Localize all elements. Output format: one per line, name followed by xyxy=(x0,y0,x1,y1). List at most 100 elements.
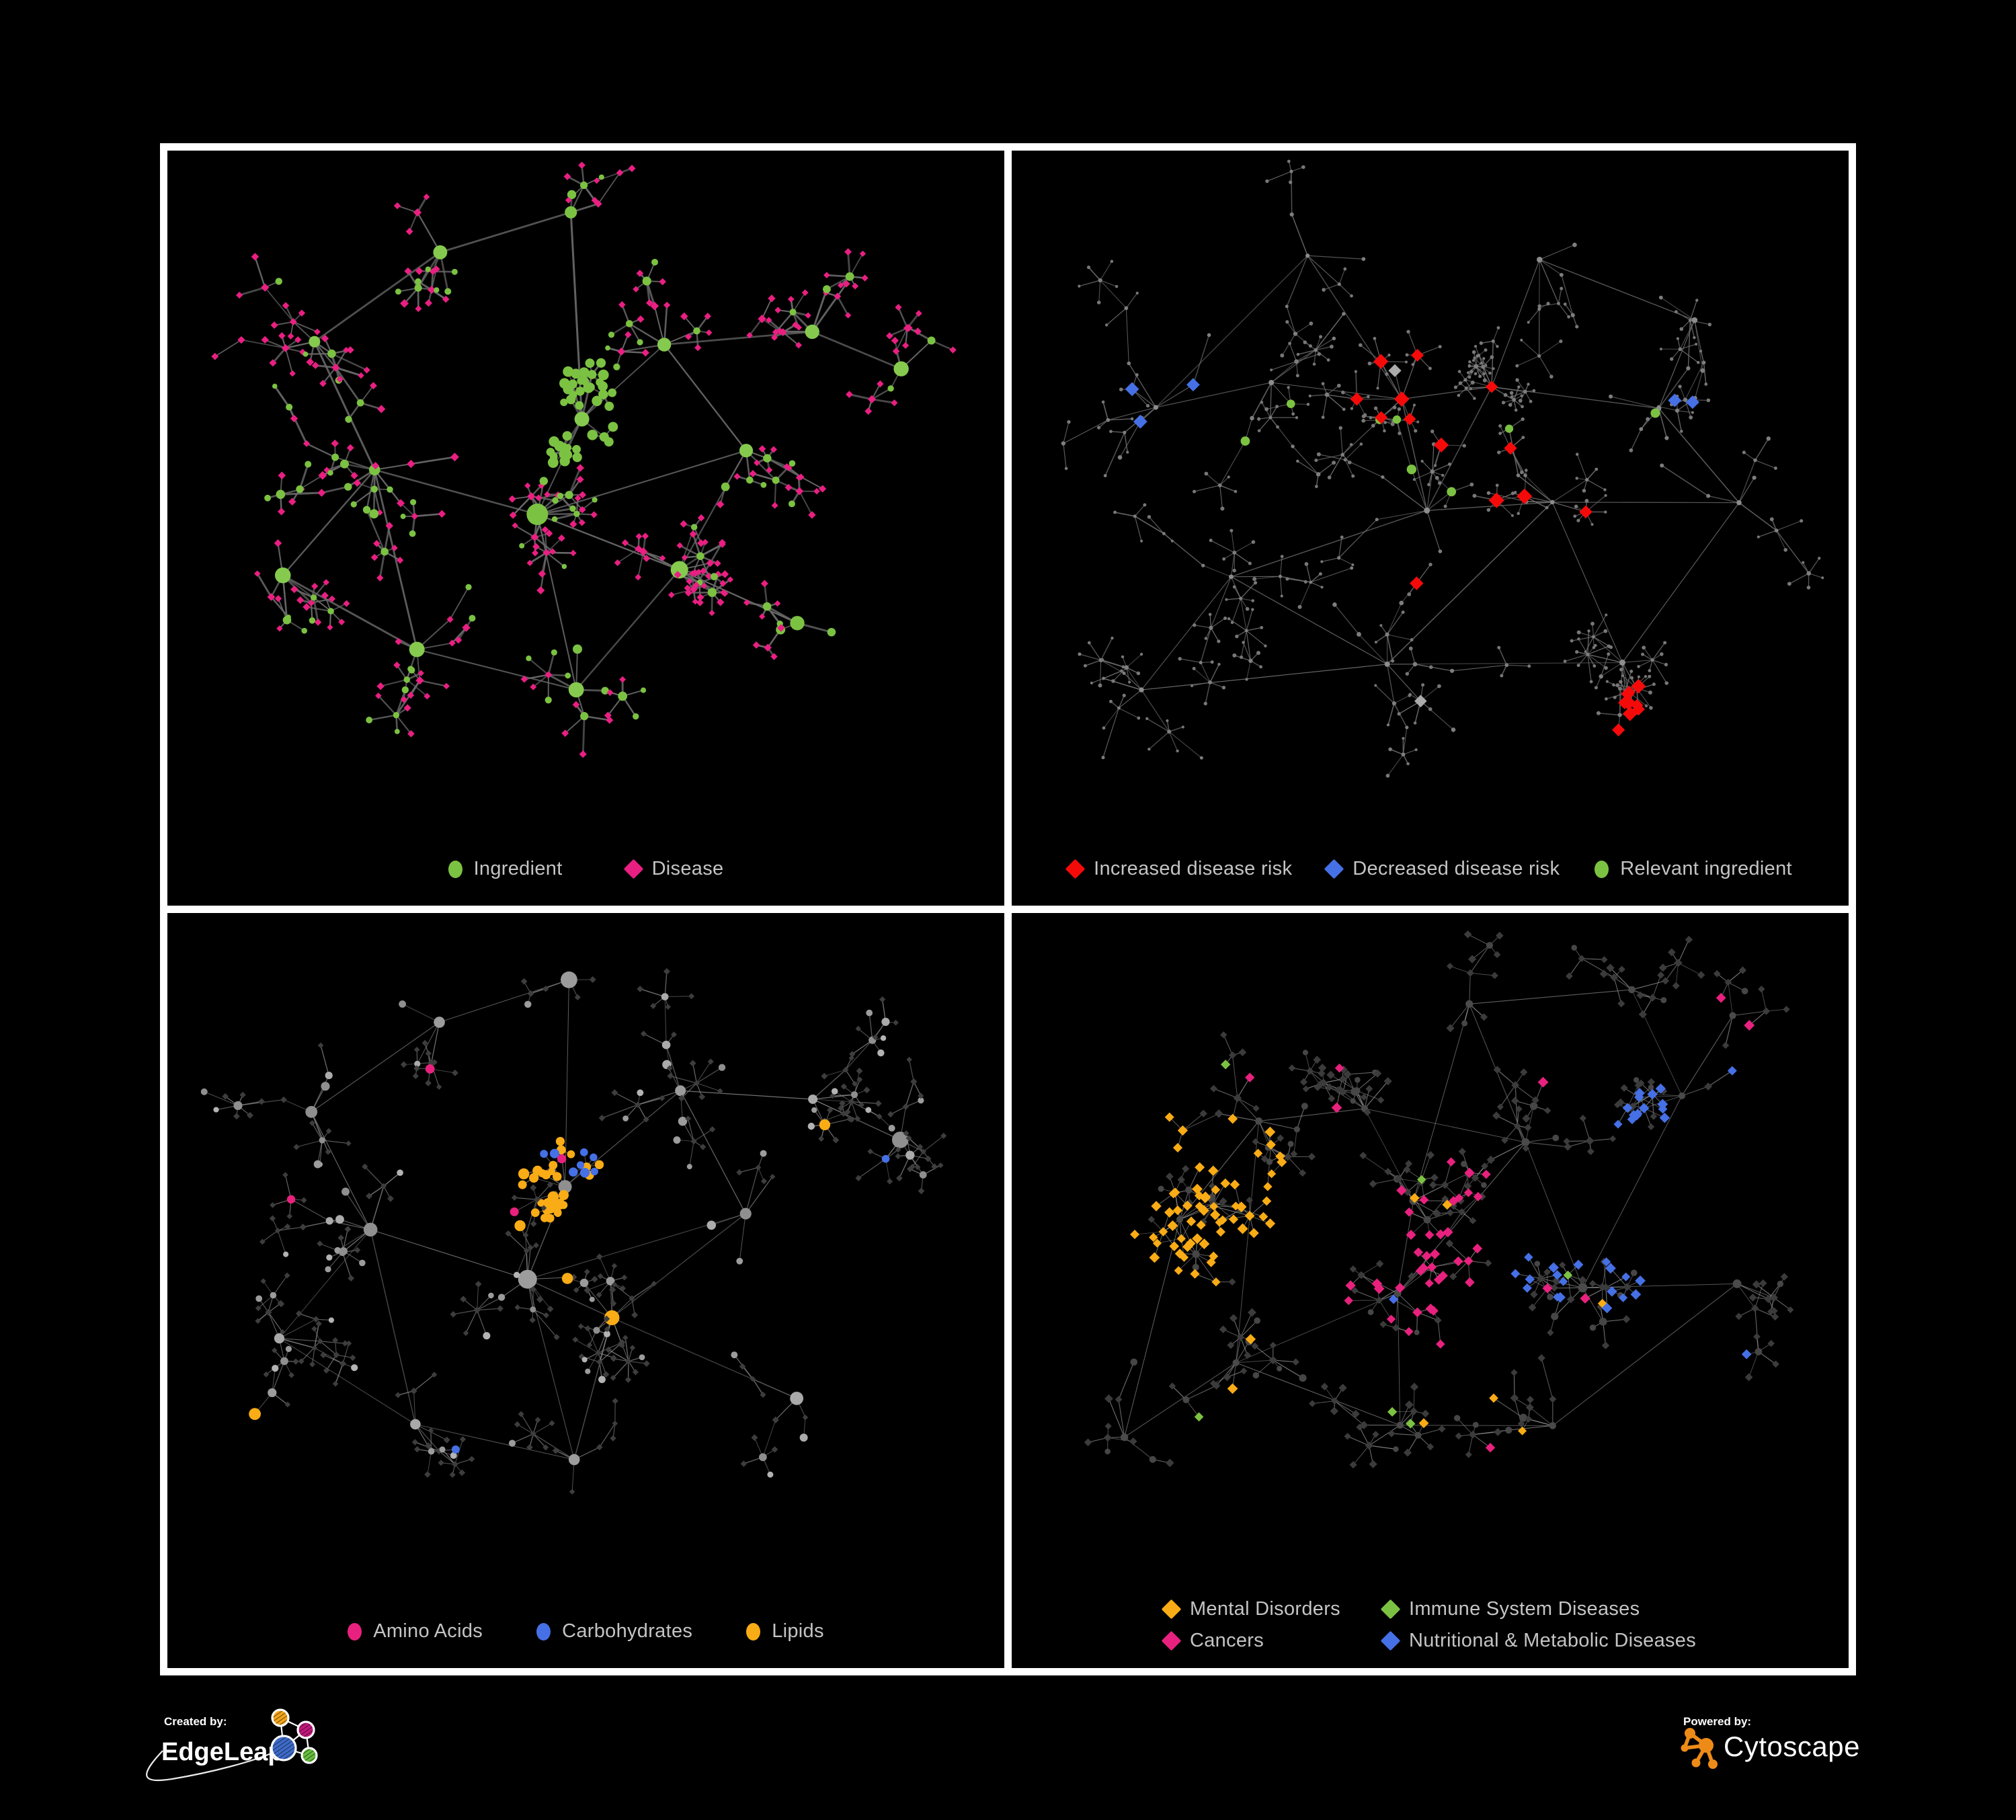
highlight-node xyxy=(1264,1126,1276,1138)
node xyxy=(369,509,379,519)
edge xyxy=(453,1309,477,1315)
node xyxy=(533,1242,539,1249)
node xyxy=(1510,491,1515,496)
edge xyxy=(1126,667,1130,682)
highlight-node xyxy=(1228,1214,1239,1224)
edge xyxy=(923,1135,944,1152)
node xyxy=(530,1208,540,1218)
node xyxy=(414,1060,421,1067)
edge xyxy=(621,344,665,352)
edge xyxy=(1347,1435,1369,1446)
node xyxy=(635,545,643,553)
highlight-node xyxy=(1485,381,1498,393)
edge xyxy=(536,1184,551,1200)
node xyxy=(1509,391,1514,395)
node xyxy=(400,1061,407,1068)
panel-disease-classes: Mental Disorders Immune System Diseases Ca… xyxy=(1012,913,1849,1668)
edge xyxy=(1771,519,1777,531)
highlight-node xyxy=(1504,442,1517,455)
highlight-node xyxy=(1472,1243,1483,1254)
highlight-node xyxy=(549,1148,560,1158)
created-by-label: Created by: xyxy=(164,1715,227,1728)
node xyxy=(887,1111,894,1118)
node xyxy=(838,1105,844,1112)
node xyxy=(689,530,697,538)
node xyxy=(542,986,549,992)
node xyxy=(650,301,659,311)
node xyxy=(553,1172,562,1181)
edge xyxy=(1240,598,1248,610)
edge xyxy=(1185,1399,1199,1417)
node xyxy=(611,1281,618,1288)
node xyxy=(394,729,400,734)
edge xyxy=(411,456,455,465)
node xyxy=(1610,973,1619,982)
node xyxy=(376,509,383,516)
node xyxy=(1421,1409,1430,1418)
node xyxy=(705,572,713,580)
edge xyxy=(1643,647,1653,660)
edge xyxy=(239,286,266,296)
node xyxy=(1199,756,1203,760)
node xyxy=(1208,1182,1216,1190)
node xyxy=(512,522,518,529)
node xyxy=(760,1150,767,1157)
edge xyxy=(1134,516,1142,541)
node xyxy=(840,1083,847,1090)
edge xyxy=(1586,469,1597,481)
highlight-node xyxy=(1744,1020,1755,1031)
legend-marker-diamond-icon xyxy=(1324,859,1344,879)
node xyxy=(1280,594,1283,598)
node xyxy=(1340,1075,1347,1082)
node xyxy=(1486,508,1491,512)
edge xyxy=(1622,502,1740,663)
edge xyxy=(1471,945,1490,959)
node xyxy=(424,693,431,700)
node xyxy=(417,670,424,676)
highlight-node xyxy=(555,1199,566,1210)
node xyxy=(1467,375,1471,379)
node xyxy=(1399,600,1404,606)
edge xyxy=(849,393,873,401)
node xyxy=(763,454,772,463)
node xyxy=(1752,1280,1761,1289)
highlight-node xyxy=(1489,1393,1498,1403)
edge xyxy=(532,1433,575,1460)
node xyxy=(469,615,476,622)
node xyxy=(758,1453,767,1462)
node xyxy=(1496,326,1500,329)
node xyxy=(602,1371,610,1378)
edge xyxy=(268,1312,283,1333)
node xyxy=(1061,441,1066,446)
node xyxy=(413,1046,420,1053)
edge xyxy=(1088,642,1102,661)
node xyxy=(1433,464,1437,467)
node xyxy=(1517,1420,1525,1428)
highlight-node xyxy=(1334,1063,1344,1073)
node xyxy=(1405,725,1409,729)
node xyxy=(1604,493,1607,498)
node xyxy=(1124,665,1129,670)
edge xyxy=(1344,444,1362,461)
edge xyxy=(1178,1254,1197,1271)
node xyxy=(1461,1020,1468,1027)
node xyxy=(1821,576,1824,580)
edge xyxy=(1307,255,1364,260)
node xyxy=(1587,629,1590,633)
node xyxy=(1520,338,1523,342)
edge xyxy=(1307,255,1340,285)
edge xyxy=(1496,1069,1516,1086)
node xyxy=(295,1310,303,1317)
node xyxy=(1521,436,1525,440)
node xyxy=(438,510,446,518)
node xyxy=(1374,641,1377,644)
node xyxy=(1410,1382,1419,1391)
node xyxy=(1486,941,1494,949)
edge xyxy=(1703,362,1707,385)
edge xyxy=(1525,1137,1556,1143)
node xyxy=(621,1274,628,1281)
edge xyxy=(1226,598,1241,600)
node xyxy=(552,497,559,504)
node xyxy=(568,682,584,698)
node xyxy=(449,1471,456,1478)
